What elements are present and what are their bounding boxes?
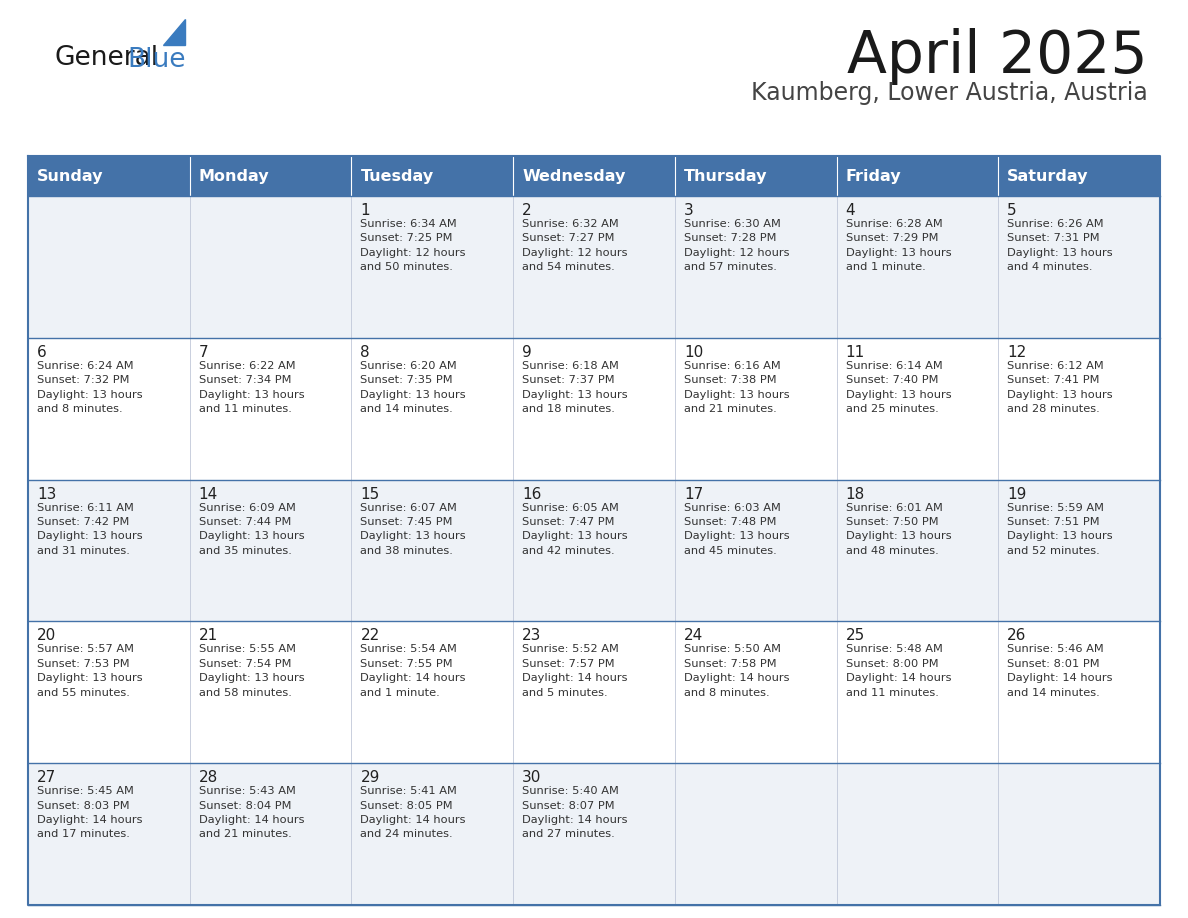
Text: April 2025: April 2025 [847, 28, 1148, 85]
Text: 26: 26 [1007, 629, 1026, 644]
Text: Sunrise: 6:26 AM
Sunset: 7:31 PM
Daylight: 13 hours
and 4 minutes.: Sunrise: 6:26 AM Sunset: 7:31 PM Dayligh… [1007, 219, 1113, 273]
Bar [29, 763, 1159, 905]
Text: 5: 5 [1007, 203, 1017, 218]
Text: 8: 8 [360, 345, 369, 360]
Text: Sunrise: 6:18 AM
Sunset: 7:37 PM
Daylight: 13 hours
and 18 minutes.: Sunrise: 6:18 AM Sunset: 7:37 PM Dayligh… [523, 361, 627, 414]
Bar [29, 196, 1159, 338]
Text: Sunrise: 6:09 AM
Sunset: 7:44 PM
Daylight: 13 hours
and 35 minutes.: Sunrise: 6:09 AM Sunset: 7:44 PM Dayligh… [198, 502, 304, 555]
Text: Sunrise: 5:59 AM
Sunset: 7:51 PM
Daylight: 13 hours
and 52 minutes.: Sunrise: 5:59 AM Sunset: 7:51 PM Dayligh… [1007, 502, 1113, 555]
Text: Sunrise: 6:32 AM
Sunset: 7:27 PM
Daylight: 12 hours
and 54 minutes.: Sunrise: 6:32 AM Sunset: 7:27 PM Dayligh… [523, 219, 627, 273]
Text: Sunrise: 6:28 AM
Sunset: 7:29 PM
Daylight: 13 hours
and 1 minute.: Sunrise: 6:28 AM Sunset: 7:29 PM Dayligh… [846, 219, 952, 273]
Text: Sunrise: 6:05 AM
Sunset: 7:47 PM
Daylight: 13 hours
and 42 minutes.: Sunrise: 6:05 AM Sunset: 7:47 PM Dayligh… [523, 502, 627, 555]
Text: Sunrise: 5:40 AM
Sunset: 8:07 PM
Daylight: 14 hours
and 27 minutes.: Sunrise: 5:40 AM Sunset: 8:07 PM Dayligh… [523, 786, 627, 839]
Text: Sunrise: 6:12 AM
Sunset: 7:41 PM
Daylight: 13 hours
and 28 minutes.: Sunrise: 6:12 AM Sunset: 7:41 PM Dayligh… [1007, 361, 1113, 414]
Bar [29, 479, 1159, 621]
Text: Sunrise: 5:41 AM
Sunset: 8:05 PM
Daylight: 14 hours
and 24 minutes.: Sunrise: 5:41 AM Sunset: 8:05 PM Dayligh… [360, 786, 466, 839]
Text: Sunrise: 6:20 AM
Sunset: 7:35 PM
Daylight: 13 hours
and 14 minutes.: Sunrise: 6:20 AM Sunset: 7:35 PM Dayligh… [360, 361, 466, 414]
Text: Sunrise: 5:43 AM
Sunset: 8:04 PM
Daylight: 14 hours
and 21 minutes.: Sunrise: 5:43 AM Sunset: 8:04 PM Dayligh… [198, 786, 304, 839]
Text: Sunrise: 5:55 AM
Sunset: 7:54 PM
Daylight: 13 hours
and 58 minutes.: Sunrise: 5:55 AM Sunset: 7:54 PM Dayligh… [198, 644, 304, 698]
Text: Sunrise: 6:24 AM
Sunset: 7:32 PM
Daylight: 13 hours
and 8 minutes.: Sunrise: 6:24 AM Sunset: 7:32 PM Dayligh… [37, 361, 143, 414]
Text: Friday: Friday [846, 169, 902, 184]
Text: General: General [55, 45, 159, 71]
Text: 23: 23 [523, 629, 542, 644]
Text: 11: 11 [846, 345, 865, 360]
Text: 6: 6 [37, 345, 46, 360]
Text: Sunrise: 5:46 AM
Sunset: 8:01 PM
Daylight: 14 hours
and 14 minutes.: Sunrise: 5:46 AM Sunset: 8:01 PM Dayligh… [1007, 644, 1113, 698]
Text: Wednesday: Wednesday [523, 169, 626, 184]
Polygon shape [163, 19, 185, 45]
Bar [29, 156, 1159, 196]
Text: 28: 28 [198, 770, 217, 785]
Text: Thursday: Thursday [684, 169, 767, 184]
Text: 14: 14 [198, 487, 217, 501]
Text: 12: 12 [1007, 345, 1026, 360]
Text: 17: 17 [684, 487, 703, 501]
Text: 15: 15 [360, 487, 380, 501]
Text: 7: 7 [198, 345, 208, 360]
Text: 30: 30 [523, 770, 542, 785]
Text: Sunrise: 5:57 AM
Sunset: 7:53 PM
Daylight: 13 hours
and 55 minutes.: Sunrise: 5:57 AM Sunset: 7:53 PM Dayligh… [37, 644, 143, 698]
Text: 18: 18 [846, 487, 865, 501]
Text: Monday: Monday [198, 169, 270, 184]
Text: 19: 19 [1007, 487, 1026, 501]
Text: 1: 1 [360, 203, 369, 218]
Text: Sunrise: 5:48 AM
Sunset: 8:00 PM
Daylight: 14 hours
and 11 minutes.: Sunrise: 5:48 AM Sunset: 8:00 PM Dayligh… [846, 644, 952, 698]
Text: 13: 13 [37, 487, 56, 501]
Text: Sunday: Sunday [37, 169, 103, 184]
Text: Sunrise: 6:22 AM
Sunset: 7:34 PM
Daylight: 13 hours
and 11 minutes.: Sunrise: 6:22 AM Sunset: 7:34 PM Dayligh… [198, 361, 304, 414]
Text: 16: 16 [523, 487, 542, 501]
Text: Sunrise: 6:11 AM
Sunset: 7:42 PM
Daylight: 13 hours
and 31 minutes.: Sunrise: 6:11 AM Sunset: 7:42 PM Dayligh… [37, 502, 143, 555]
Text: 10: 10 [684, 345, 703, 360]
Text: Sunrise: 6:07 AM
Sunset: 7:45 PM
Daylight: 13 hours
and 38 minutes.: Sunrise: 6:07 AM Sunset: 7:45 PM Dayligh… [360, 502, 466, 555]
Text: Sunrise: 6:14 AM
Sunset: 7:40 PM
Daylight: 13 hours
and 25 minutes.: Sunrise: 6:14 AM Sunset: 7:40 PM Dayligh… [846, 361, 952, 414]
Text: 29: 29 [360, 770, 380, 785]
Text: 25: 25 [846, 629, 865, 644]
Text: Sunrise: 6:34 AM
Sunset: 7:25 PM
Daylight: 12 hours
and 50 minutes.: Sunrise: 6:34 AM Sunset: 7:25 PM Dayligh… [360, 219, 466, 273]
Text: Sunrise: 5:54 AM
Sunset: 7:55 PM
Daylight: 14 hours
and 1 minute.: Sunrise: 5:54 AM Sunset: 7:55 PM Dayligh… [360, 644, 466, 698]
Text: Blue: Blue [127, 47, 185, 73]
Bar [29, 338, 1159, 479]
Text: 20: 20 [37, 629, 56, 644]
Text: Sunrise: 5:52 AM
Sunset: 7:57 PM
Daylight: 14 hours
and 5 minutes.: Sunrise: 5:52 AM Sunset: 7:57 PM Dayligh… [523, 644, 627, 698]
Text: 21: 21 [198, 629, 217, 644]
Text: Sunrise: 6:16 AM
Sunset: 7:38 PM
Daylight: 13 hours
and 21 minutes.: Sunrise: 6:16 AM Sunset: 7:38 PM Dayligh… [684, 361, 790, 414]
Text: Sunrise: 6:01 AM
Sunset: 7:50 PM
Daylight: 13 hours
and 48 minutes.: Sunrise: 6:01 AM Sunset: 7:50 PM Dayligh… [846, 502, 952, 555]
Text: 4: 4 [846, 203, 855, 218]
Text: Sunrise: 5:45 AM
Sunset: 8:03 PM
Daylight: 14 hours
and 17 minutes.: Sunrise: 5:45 AM Sunset: 8:03 PM Dayligh… [37, 786, 143, 839]
Text: Saturday: Saturday [1007, 169, 1088, 184]
Text: Sunrise: 5:50 AM
Sunset: 7:58 PM
Daylight: 14 hours
and 8 minutes.: Sunrise: 5:50 AM Sunset: 7:58 PM Dayligh… [684, 644, 789, 698]
Text: Kaumberg, Lower Austria, Austria: Kaumberg, Lower Austria, Austria [751, 81, 1148, 105]
Text: 22: 22 [360, 629, 380, 644]
Bar [29, 621, 1159, 763]
Text: Tuesday: Tuesday [360, 169, 434, 184]
Text: 27: 27 [37, 770, 56, 785]
Text: Sunrise: 6:03 AM
Sunset: 7:48 PM
Daylight: 13 hours
and 45 minutes.: Sunrise: 6:03 AM Sunset: 7:48 PM Dayligh… [684, 502, 790, 555]
Text: 3: 3 [684, 203, 694, 218]
Text: Sunrise: 6:30 AM
Sunset: 7:28 PM
Daylight: 12 hours
and 57 minutes.: Sunrise: 6:30 AM Sunset: 7:28 PM Dayligh… [684, 219, 789, 273]
Text: 2: 2 [523, 203, 532, 218]
Text: 24: 24 [684, 629, 703, 644]
Text: 9: 9 [523, 345, 532, 360]
